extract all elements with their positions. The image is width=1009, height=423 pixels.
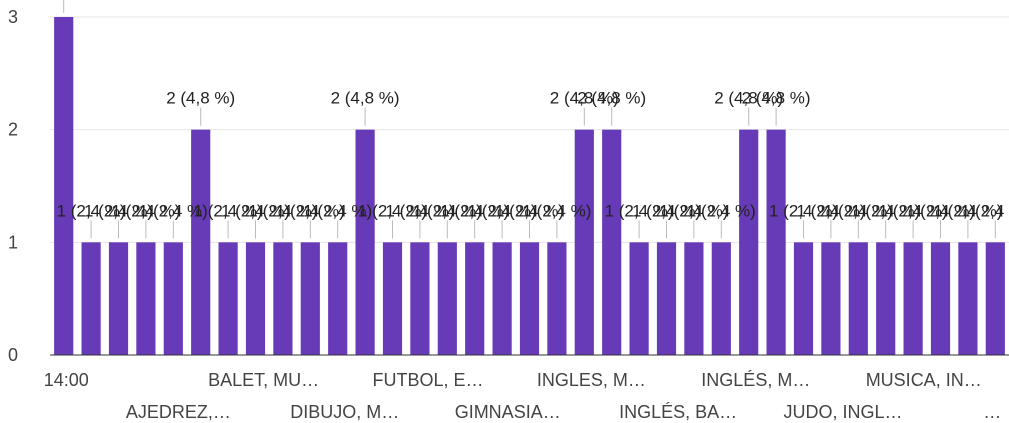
bar — [273, 242, 293, 355]
bar — [629, 242, 649, 355]
data-label: 1 (2,4 %) — [933, 201, 1002, 220]
bar — [985, 242, 1005, 355]
y-tick-label: 2 — [8, 120, 18, 140]
x-tick-label: BALET, MU… — [208, 370, 319, 390]
bar — [876, 242, 896, 355]
data-label: 1 (2,4 %) — [468, 201, 537, 220]
x-tick-label-secondary: JUDO, INGL… — [784, 402, 903, 422]
data-label: 1 (2,4 %) — [659, 201, 728, 220]
data-label: 2 (4,8 %) — [166, 89, 235, 108]
data-label: 1 (2,4 %) — [57, 201, 126, 220]
data-label: 1 (2,4 %) — [385, 201, 454, 220]
bar — [930, 242, 951, 355]
bar — [54, 17, 74, 355]
bar — [492, 242, 512, 355]
data-label: 1 (2,4 %) — [961, 201, 1009, 220]
bar — [355, 129, 375, 355]
data-label: 2 (4,8 %) — [577, 89, 646, 108]
bar — [437, 242, 457, 355]
x-tick-label: INGLES, M… — [537, 370, 646, 390]
data-label: 1 (2,4 %) — [303, 201, 372, 220]
bar — [958, 242, 978, 355]
data-labels: 3 (7,1 %)1 (2,4 %)1 (2,4 %)1 (2,4 %)1 (2… — [57, 0, 1009, 239]
data-label: 1 (2,4 %) — [248, 201, 317, 220]
bars — [54, 17, 1005, 355]
data-label: 1 (2,4 %) — [687, 201, 756, 220]
data-label: 1 (2,4 %) — [769, 201, 838, 220]
bar — [410, 242, 430, 355]
bar — [300, 242, 320, 355]
bar — [602, 129, 622, 355]
data-label: 1 (2,4 %) — [139, 201, 208, 220]
x-tick-label-secondary: INGLÉS, BA… — [619, 402, 737, 422]
data-label: 1 (2,4 %) — [358, 201, 427, 220]
bar — [163, 242, 183, 355]
bar — [821, 242, 841, 355]
bar — [245, 242, 266, 355]
data-label: 1 (2,4 %) — [851, 201, 920, 220]
y-tick-label: 1 — [8, 232, 18, 252]
x-tick-label-secondary: AJEDREZ,… — [126, 402, 231, 422]
x-tick-label: FUTBOL, E… — [373, 370, 484, 390]
data-label: 1 (2,4 %) — [111, 201, 180, 220]
y-tick-label: 0 — [8, 345, 18, 365]
data-label: 1 (2,4 %) — [906, 201, 975, 220]
bar — [382, 242, 403, 355]
bar — [793, 242, 814, 355]
data-label: 2 (4,8 %) — [714, 89, 783, 108]
bar — [574, 129, 594, 355]
y-tick-label: 3 — [8, 7, 18, 27]
data-label: 1 (2,4 %) — [824, 201, 893, 220]
bar — [684, 242, 704, 355]
data-label: 1 (2,4 %) — [194, 201, 263, 220]
bar — [711, 242, 731, 355]
data-label: 1 (2,4 %) — [221, 201, 290, 220]
bar — [218, 242, 238, 355]
data-label: 1 (2,4 %) — [522, 201, 591, 220]
bar — [108, 242, 129, 355]
x-tick-label: 14:00 — [44, 370, 89, 390]
y-axis-ticks: 0 1 2 3 — [8, 7, 18, 365]
data-label: 2 (4,8 %) — [742, 89, 811, 108]
x-tick-label: MUSICA, IN… — [866, 370, 982, 390]
bar — [136, 242, 156, 355]
data-label: 1 (2,4 %) — [495, 201, 564, 220]
data-label: 2 (4,8 %) — [331, 89, 400, 108]
x-axis-ticks: 14:00 BALET, MU… FUTBOL, E… INGLES, M… INGLÉ… — [44, 370, 1002, 422]
data-label: 1 (2,4 %) — [605, 201, 674, 220]
bar — [191, 129, 211, 355]
data-label: 1 (2,4 %) — [276, 201, 345, 220]
bar — [656, 242, 677, 355]
bar — [739, 129, 759, 355]
bar — [848, 242, 868, 355]
bar — [519, 242, 540, 355]
bar — [766, 129, 786, 355]
data-label: 1 (2,4 %) — [632, 201, 701, 220]
data-label: 1 (2,4 %) — [879, 201, 948, 220]
data-label: 1 (2,4 %) — [84, 201, 153, 220]
bar — [547, 242, 567, 355]
data-label: 1 (2,4 %) — [796, 201, 865, 220]
x-tick-label-secondary: GIMNASIA… — [455, 402, 561, 422]
bar — [328, 242, 348, 355]
x-tick-label: INGLÉS, M… — [701, 370, 810, 390]
data-label: 2 (4,8 %) — [550, 89, 619, 108]
bar — [81, 242, 101, 355]
data-label: 1 (2,4 %) — [413, 201, 482, 220]
bar — [465, 242, 485, 355]
bar — [903, 242, 923, 355]
x-tick-label-secondary: DIBUJO, M… — [290, 402, 399, 422]
data-label: 1 (2,4 %) — [440, 201, 509, 220]
x-tick-label-secondary: … — [983, 402, 1001, 422]
